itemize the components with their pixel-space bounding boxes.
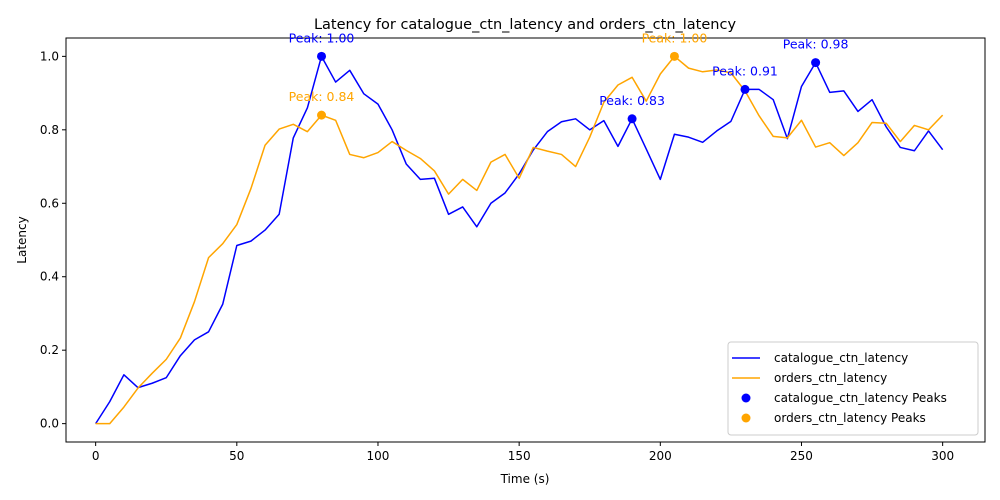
y-tick-label: 0.0: [40, 417, 59, 431]
legend-entry-label: orders_ctn_latency Peaks: [774, 411, 926, 425]
plot-frame: [65, 37, 986, 443]
legend-entry-label: orders_ctn_latency: [774, 371, 887, 385]
legend-entry-label: catalogue_ctn_latency Peaks: [774, 391, 947, 405]
x-tick-label: 100: [367, 449, 390, 463]
x-tick-label: 200: [649, 449, 672, 463]
chart-title: Latency for catalogue_ctn_latency and or…: [314, 17, 736, 33]
x-tick-label: 0: [92, 449, 100, 463]
y-axis: 0.0 0.2 0.4 0.6 0.8 1.0: [40, 49, 66, 431]
y-tick-label: 0.4: [40, 270, 59, 284]
legend-box: [727, 341, 979, 436]
peak-marker: [627, 114, 637, 124]
peak-marker: [317, 110, 327, 120]
peak-label: Peak: 0.84: [289, 89, 355, 104]
legend-swatch-marker: [741, 393, 751, 403]
peak-label: Peak: 1.00: [289, 30, 355, 45]
y-tick-label: 0.6: [40, 196, 59, 210]
x-tick-label: 50: [229, 449, 244, 463]
y-tick-label: 0.8: [40, 123, 59, 137]
peak-label: Peak: 0.91: [712, 63, 778, 78]
peak-marker: [740, 84, 750, 94]
peak-layer: Peak: 1.00 Peak: 0.83 Peak: 0.91 Peak: 0.98…: [289, 30, 849, 124]
x-tick-label: 150: [508, 449, 531, 463]
peak-marker: [811, 58, 821, 68]
x-axis: 0 50 100 150 200 250 300: [92, 442, 954, 463]
peak-label: Peak: 0.83: [599, 93, 665, 108]
legend-swatch-marker: [741, 413, 751, 423]
series-line-orders_ctn_latency: [95, 55, 944, 425]
x-tick-label: 250: [790, 449, 813, 463]
legend-entry-label: catalogue_ctn_latency: [774, 351, 908, 365]
x-tick-label: 300: [931, 449, 954, 463]
y-tick-label: 0.2: [40, 343, 59, 357]
peak-label: Peak: 0.98: [783, 37, 849, 52]
y-axis-label: Latency: [15, 216, 29, 263]
peak-label: Peak: 1.00: [642, 30, 708, 45]
series-layer: [95, 55, 944, 425]
x-axis-label: Time (s): [500, 472, 550, 486]
peak-marker: [317, 51, 327, 61]
series-line-catalogue_ctn_latency: [95, 55, 944, 425]
legend: catalogue_ctn_latency orders_ctn_latencyc…: [727, 341, 979, 436]
peak-marker: [669, 51, 679, 61]
y-tick-label: 1.0: [40, 49, 59, 63]
